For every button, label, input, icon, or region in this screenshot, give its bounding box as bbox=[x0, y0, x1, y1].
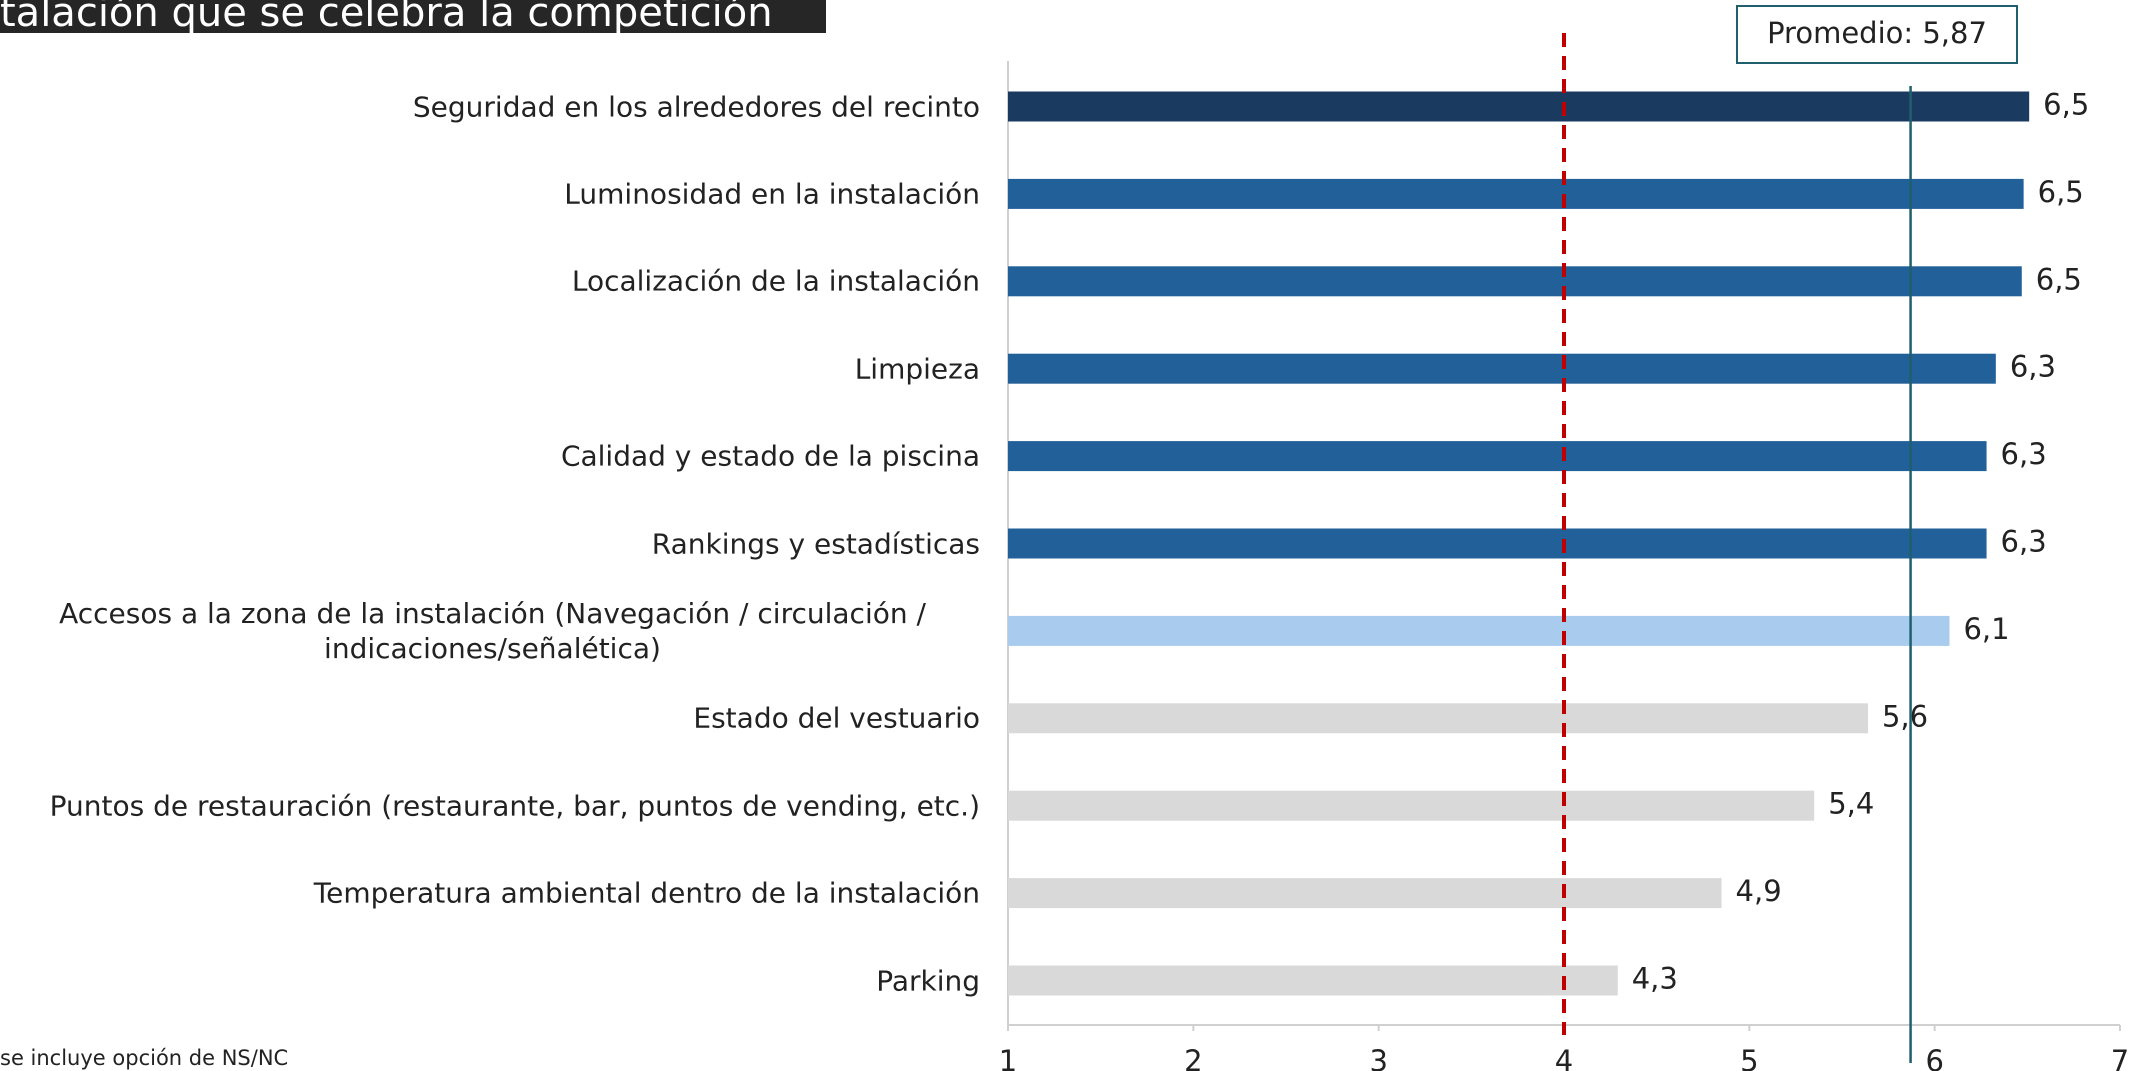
category-label: Localización de la instalación bbox=[5, 264, 980, 299]
value-label: 4,9 bbox=[1736, 874, 1782, 908]
bar bbox=[1008, 878, 1722, 909]
x-tick-label: 3 bbox=[1369, 1044, 1387, 1071]
category-label: Estado del vestuario bbox=[5, 701, 980, 736]
category-label: Accesos a la zona de la instalación (Nav… bbox=[5, 596, 980, 666]
x-tick-label: 2 bbox=[1184, 1044, 1202, 1071]
value-label: 5,6 bbox=[1882, 699, 1928, 733]
category-text: Accesos a la zona de la instalación (Nav… bbox=[59, 596, 926, 665]
value-label: 6,1 bbox=[1963, 612, 2009, 646]
title-box: talación que se celebra la competición bbox=[0, 0, 826, 33]
value-label: 6,3 bbox=[2001, 525, 2047, 559]
footnote: se incluye opción de NS/NC bbox=[0, 1046, 289, 1070]
category-text: Parking bbox=[876, 964, 980, 997]
category-text: Luminosidad en la instalación bbox=[564, 177, 980, 211]
bar bbox=[1008, 790, 1815, 821]
average-label: Promedio: 5,87 bbox=[1767, 16, 1987, 50]
category-text: Calidad y estado de la piscina bbox=[560, 439, 980, 473]
bar bbox=[1008, 353, 1996, 384]
x-tick-label: 7 bbox=[2111, 1044, 2129, 1071]
category-label: Parking bbox=[5, 963, 980, 998]
bar bbox=[1008, 91, 2030, 122]
bar bbox=[1008, 441, 1987, 472]
category-label: Calidad y estado de la piscina bbox=[5, 439, 980, 474]
bar bbox=[1008, 965, 1618, 996]
category-label: Seguridad en los alrededores del recinto bbox=[5, 89, 980, 124]
category-label: Rankings y estadísticas bbox=[5, 526, 980, 561]
category-text: Estado del vestuario bbox=[693, 701, 980, 735]
category-text: Rankings y estadísticas bbox=[651, 527, 980, 560]
category-label: Temperatura ambiental dentro de la insta… bbox=[5, 876, 980, 911]
x-tick-label: 5 bbox=[1740, 1044, 1758, 1071]
x-tick-label: 1 bbox=[999, 1044, 1017, 1071]
bar bbox=[1008, 178, 2024, 209]
bar bbox=[1008, 703, 1868, 734]
value-label: 6,3 bbox=[2010, 350, 2056, 384]
value-label: 6,5 bbox=[2036, 262, 2082, 296]
category-text: Temperatura ambiental dentro de la insta… bbox=[313, 876, 980, 910]
value-label: 6,5 bbox=[2043, 88, 2089, 122]
category-label: Luminosidad en la instalación bbox=[5, 176, 980, 211]
category-text: Seguridad en los alrededores del recinto bbox=[412, 90, 980, 123]
chart-title: talación que se celebra la competición bbox=[0, 0, 773, 33]
bar bbox=[1008, 266, 2022, 297]
value-label: 6,3 bbox=[2001, 437, 2047, 471]
category-label: Puntos de restauración (restaurante, bar… bbox=[5, 788, 980, 823]
average-box bbox=[1736, 5, 2018, 64]
category-text: Limpieza bbox=[854, 352, 980, 386]
bar bbox=[1008, 615, 1950, 646]
value-label: 6,5 bbox=[2038, 175, 2084, 209]
x-tick-label: 6 bbox=[1925, 1044, 1943, 1071]
value-label: 5,4 bbox=[1828, 787, 1874, 821]
bar bbox=[1008, 528, 1987, 559]
x-tick-label: 4 bbox=[1555, 1044, 1573, 1071]
category-text: Localización de la instalación bbox=[571, 264, 980, 298]
category-label: Limpieza bbox=[5, 351, 980, 386]
value-label: 4,3 bbox=[1632, 962, 1678, 996]
category-text: Puntos de restauración (restaurante, bar… bbox=[49, 789, 980, 823]
